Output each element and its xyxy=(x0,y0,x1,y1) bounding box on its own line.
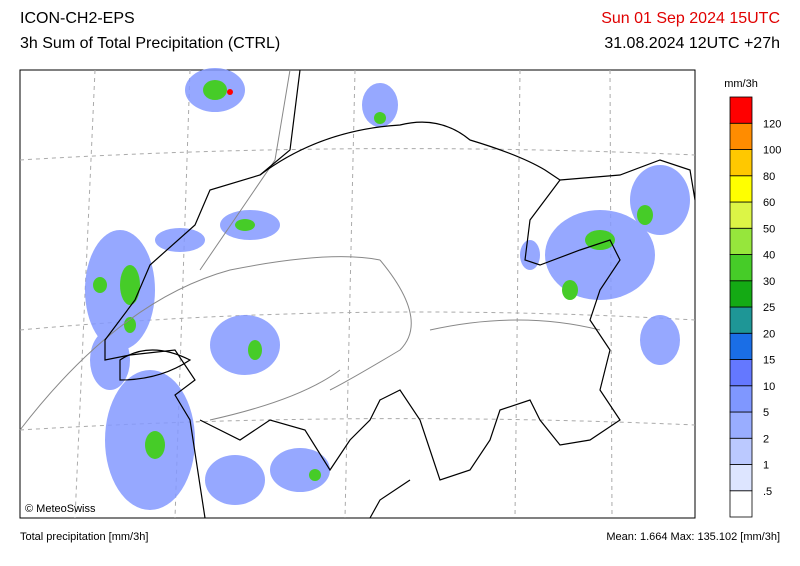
legend-label: 30 xyxy=(763,276,775,288)
legend-box xyxy=(729,411,753,439)
legend-label: 60 xyxy=(763,197,775,209)
borders xyxy=(19,69,696,519)
run-time: 31.08.2024 12UTC +27h xyxy=(604,35,780,52)
map-area: © MeteoSwiss xyxy=(19,68,696,519)
legend-label: 120 xyxy=(763,118,781,130)
legend-box xyxy=(729,175,753,203)
legend-box xyxy=(729,227,753,255)
credit: © MeteoSwiss xyxy=(25,503,96,515)
legend-label: 50 xyxy=(763,223,775,235)
legend-label: 15 xyxy=(763,355,775,367)
legend-box xyxy=(729,437,753,465)
footer-stats: Mean: 1.664 Max: 135.102 [mm/3h] xyxy=(606,531,780,543)
legend-unit: mm/3h xyxy=(724,78,758,90)
legend-label: 25 xyxy=(763,302,775,314)
legend-box xyxy=(729,122,753,150)
legend-label: 1 xyxy=(763,460,769,472)
footer-left: Total precipitation [mm/3h] xyxy=(20,531,148,543)
legend-label: .5 xyxy=(763,486,772,498)
legend-label: 20 xyxy=(763,328,775,340)
legend-box xyxy=(729,280,753,308)
legend-box xyxy=(729,306,753,334)
legend-box xyxy=(729,201,753,229)
legend-box xyxy=(729,490,753,518)
legend-box xyxy=(729,332,753,360)
legend-box xyxy=(729,149,753,177)
legend-label: 10 xyxy=(763,381,775,393)
product-name: 3h Sum of Total Precipitation (CTRL) xyxy=(20,35,280,52)
legend-box xyxy=(729,254,753,282)
valid-time: Sun 01 Sep 2024 15UTC xyxy=(601,10,780,27)
legend-box xyxy=(729,359,753,387)
legend-label: 5 xyxy=(763,407,769,419)
legend-label: 80 xyxy=(763,171,775,183)
legend-label: 40 xyxy=(763,250,775,262)
legend-box xyxy=(729,464,753,492)
legend-label: 100 xyxy=(763,145,781,157)
legend-box xyxy=(729,96,753,124)
model-name: ICON-CH2-EPS xyxy=(20,10,135,27)
graticule xyxy=(19,69,696,519)
legend-box xyxy=(729,385,753,413)
legend-label: 2 xyxy=(763,433,769,445)
